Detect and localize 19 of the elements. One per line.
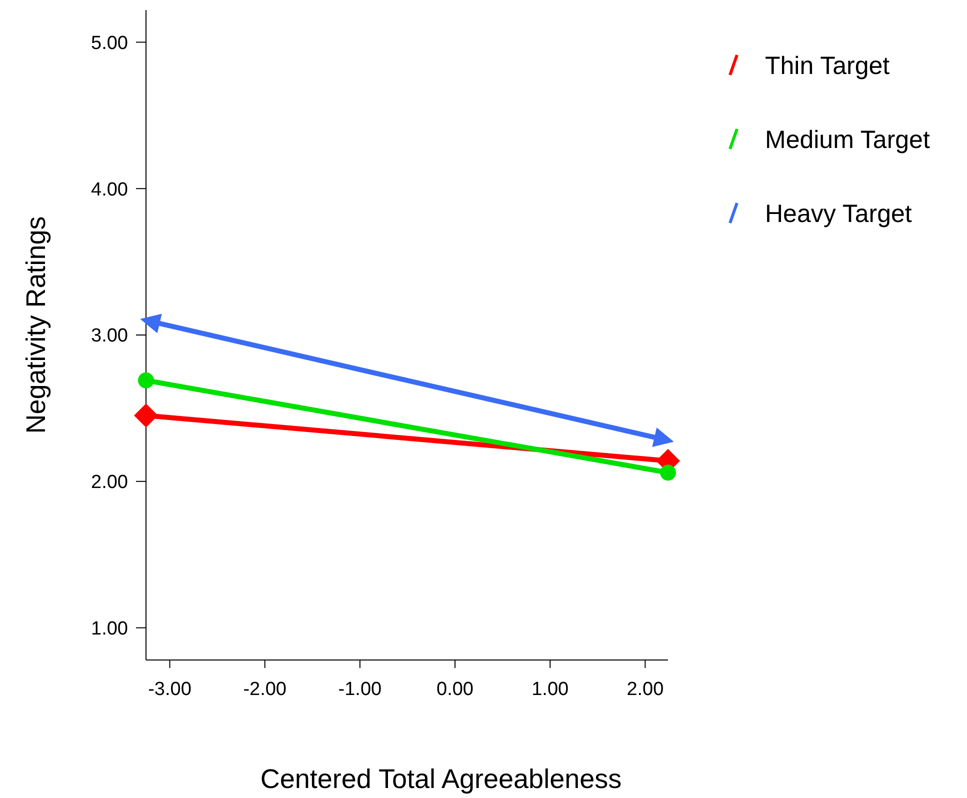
x-axis-title: Centered Total Agreeableness (260, 764, 622, 794)
x-tick-label: 1.00 (532, 679, 569, 700)
point (138, 372, 154, 388)
legend-label: Medium Target (765, 126, 930, 154)
y-tick-label: 1.00 (91, 618, 128, 640)
y-tick-label: 4.00 (91, 179, 128, 200)
x-tick-label: -3.00 (148, 679, 192, 700)
x-tick-label: 2.00 (626, 679, 664, 700)
point (134, 404, 158, 428)
x-tick-label: 0.00 (436, 679, 474, 700)
y-tick-label: 3.00 (91, 326, 128, 347)
x-tick-label: -2.00 (243, 679, 287, 700)
legend-label: Heavy Target (765, 200, 912, 228)
y-axis-title: Negativity Ratings (21, 216, 51, 434)
legend-label: Thin Target (765, 52, 890, 80)
point (660, 464, 676, 481)
y-tick-label: 2.00 (91, 472, 128, 494)
x-tick-label: -1.00 (338, 679, 382, 700)
y-tick-label: 5.00 (91, 32, 128, 54)
